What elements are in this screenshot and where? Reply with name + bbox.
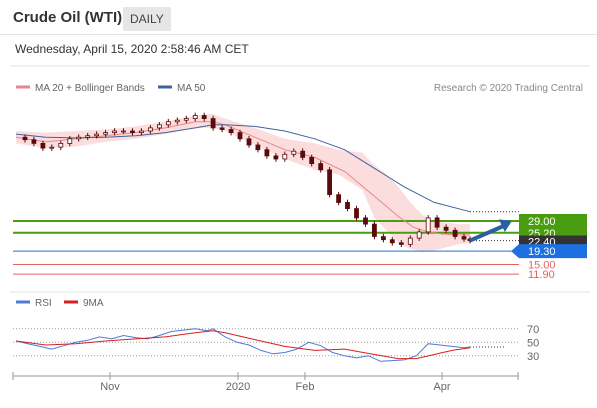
x-axis-label: 2020 bbox=[226, 381, 250, 393]
rsi-tick-label: 50 bbox=[527, 337, 539, 349]
period-button[interactable]: DAILY bbox=[123, 7, 171, 31]
ma50-legend-label: MA 50 bbox=[177, 83, 206, 94]
candle-body bbox=[354, 208, 359, 219]
candle-body bbox=[398, 242, 404, 245]
rsi-line bbox=[15, 328, 471, 362]
candle-body bbox=[22, 136, 28, 141]
level-tag-support: 11.90 bbox=[528, 269, 555, 281]
bollinger-band bbox=[16, 114, 470, 253]
candle-body bbox=[380, 236, 386, 241]
attribution: Research © 2020 Trading Central bbox=[434, 83, 583, 94]
candle-body bbox=[371, 223, 377, 237]
candle-body bbox=[67, 138, 73, 144]
candle-body bbox=[183, 118, 189, 121]
candle-body bbox=[121, 130, 126, 133]
candle-body bbox=[434, 217, 440, 228]
candle-body bbox=[345, 201, 350, 209]
candle-body bbox=[318, 163, 324, 171]
candle-body bbox=[49, 146, 55, 149]
candle-body bbox=[201, 115, 207, 119]
svg-text:19.30: 19.30 bbox=[528, 246, 556, 258]
candle-body bbox=[327, 169, 333, 196]
svg-text:15.00: 15.00 bbox=[528, 260, 556, 272]
candle-body bbox=[165, 121, 171, 126]
x-axis-label: Apr bbox=[433, 381, 450, 393]
x-axis-label: Nov bbox=[100, 381, 120, 393]
ma20-legend-label: MA 20 + Bollinger Bands bbox=[35, 83, 145, 94]
candle-body bbox=[237, 132, 243, 140]
candle-body bbox=[407, 237, 413, 245]
rsi-ma-legend-label: 9MA bbox=[83, 298, 104, 309]
candle-body bbox=[461, 236, 467, 240]
candle-body bbox=[94, 133, 99, 137]
projection-arrow bbox=[469, 223, 507, 243]
candle-body bbox=[416, 231, 422, 239]
ma20-line bbox=[15, 121, 471, 236]
candle-body bbox=[282, 153, 288, 160]
candle-body bbox=[112, 130, 117, 134]
candle-body bbox=[174, 119, 180, 123]
rsi-ma-line bbox=[15, 330, 471, 360]
rsi-tick-label: 30 bbox=[527, 351, 539, 363]
price-legend: MA 20 + Bollinger Bands MA 50 bbox=[16, 83, 206, 94]
candle-body bbox=[255, 144, 261, 151]
candle-body bbox=[273, 155, 279, 160]
rsi-legend: RSI 9MA bbox=[16, 298, 104, 309]
candle-body bbox=[58, 142, 64, 148]
level-tag-resistance: 29.00 bbox=[519, 214, 587, 228]
candle-body bbox=[210, 118, 216, 129]
x-axis-label: Feb bbox=[296, 381, 315, 393]
candle-body bbox=[363, 217, 368, 225]
candle-body bbox=[138, 130, 144, 134]
candle-body bbox=[147, 127, 153, 132]
candle-body bbox=[103, 132, 108, 135]
candle-body bbox=[336, 194, 342, 203]
candle-body bbox=[219, 127, 225, 130]
timestamp: Wednesday, April 15, 2020 2:58:46 AM CET bbox=[15, 42, 249, 56]
candle-body bbox=[31, 139, 37, 144]
candle-body bbox=[452, 229, 458, 237]
svg-text:11.90: 11.90 bbox=[528, 269, 555, 281]
candle-body bbox=[300, 150, 306, 158]
candle-body bbox=[130, 130, 135, 134]
candle-body bbox=[228, 129, 234, 133]
ma50-line bbox=[15, 124, 471, 213]
candle-body bbox=[443, 226, 449, 231]
candle-body bbox=[85, 135, 91, 138]
candle-body bbox=[192, 115, 198, 119]
level-tag-support: 15.00 bbox=[528, 260, 556, 272]
instrument-title: Crude Oil (WTI) bbox=[13, 9, 123, 26]
candle-body bbox=[156, 124, 162, 129]
candle-body bbox=[40, 142, 46, 149]
candle-body bbox=[246, 138, 252, 146]
candle-body bbox=[76, 136, 82, 140]
candle-body bbox=[264, 149, 270, 157]
candle-body bbox=[291, 150, 297, 155]
rsi-tick-label: 70 bbox=[527, 324, 539, 336]
rsi-legend-label: RSI bbox=[35, 298, 52, 309]
candle-body bbox=[309, 156, 315, 164]
chart-header: Crude Oil (WTI) DAILY bbox=[0, 0, 597, 35]
candle-body bbox=[389, 239, 395, 244]
svg-text:29.00: 29.00 bbox=[528, 216, 556, 228]
level-tag-pivot: 19.30 bbox=[511, 244, 587, 259]
projection-arrowhead bbox=[498, 219, 512, 232]
candle-body bbox=[425, 217, 431, 233]
